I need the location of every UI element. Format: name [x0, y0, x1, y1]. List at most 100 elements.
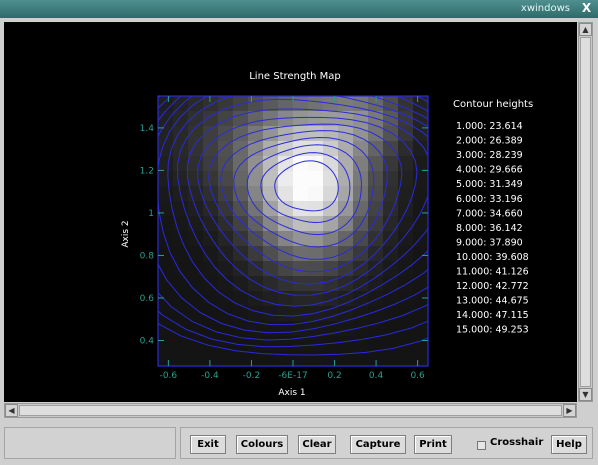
contour-legend-entry: 8.000: 36.142: [456, 223, 523, 234]
horizontal-scrollbar[interactable]: ◀ ▶: [4, 403, 577, 418]
heatmap-cell: [263, 156, 279, 172]
heatmap-cell: [248, 261, 264, 277]
heatmap-cell: [158, 156, 174, 172]
y-tick-label: 1: [148, 209, 154, 219]
heatmap-cell: [173, 336, 189, 352]
heatmap-cell: [158, 351, 174, 367]
heatmap-cell: [308, 306, 324, 322]
heatmap-cell: [413, 126, 429, 142]
capture-button[interactable]: Capture: [350, 435, 406, 454]
scroll-left-icon[interactable]: ◀: [5, 404, 18, 417]
heatmap-cell: [398, 156, 414, 172]
heatmap-cell: [368, 171, 384, 187]
contour-line: [186, 108, 428, 296]
clear-button[interactable]: Clear: [298, 435, 336, 454]
contour-line: [208, 123, 403, 273]
line-strength-map-chart: -0.6 -0.4 -0.2 -6E-17 0.2 0.4 0.6 0.40.60.811.…: [121, 71, 533, 398]
crosshair-checkbox[interactable]: [477, 441, 486, 450]
heatmap-cell: [413, 321, 429, 337]
contour-legend-entry: 14.000: 47.115: [456, 310, 529, 321]
heatmap-cell: [338, 201, 354, 217]
heatmap-cell: [278, 246, 294, 262]
status-panel: [4, 427, 176, 459]
heatmap-cell: [413, 246, 429, 262]
heatmap-cell: [218, 231, 234, 247]
heatmap-cell: [278, 291, 294, 307]
heatmap-cell: [233, 111, 249, 127]
heatmap-cell: [413, 216, 429, 232]
heatmap-cell: [338, 351, 354, 367]
heatmap-cell: [203, 126, 219, 142]
heatmap-cell: [203, 201, 219, 217]
heatmap-cell: [368, 291, 384, 307]
heatmap-cell: [248, 186, 264, 202]
heatmap-cell: [413, 141, 429, 157]
contour-legend-entry: 7.000: 34.660: [456, 208, 523, 219]
heatmap-cell: [158, 261, 174, 277]
heatmap-cell: [323, 246, 339, 262]
heatmap-cell: [218, 201, 234, 217]
heatmap-cell: [233, 231, 249, 247]
contour-legend-entry: 15.000: 49.253: [456, 325, 529, 336]
heatmap-cell: [218, 276, 234, 292]
heatmap-cell: [278, 321, 294, 337]
button-panel: Exit Colours Clear Capture Print Crossha…: [180, 427, 593, 459]
print-button[interactable]: Print: [414, 435, 452, 454]
heatmap-cell: [203, 141, 219, 157]
heatmap-cell: [383, 261, 399, 277]
heatmap-cell: [413, 156, 429, 172]
heatmap-cell: [293, 351, 309, 367]
heatmap-cell: [233, 261, 249, 277]
contour-legend-entry: 3.000: 28.239: [456, 150, 523, 161]
heatmap-cell: [263, 231, 279, 247]
heatmap-cell: [233, 306, 249, 322]
heatmap-cell: [233, 291, 249, 307]
heatmap-cell: [218, 141, 234, 157]
scroll-right-icon[interactable]: ▶: [563, 404, 576, 417]
heatmap-cell: [338, 306, 354, 322]
heatmap-cell: [398, 321, 414, 337]
heatmap-cell: [248, 126, 264, 142]
heatmap-cell: [218, 246, 234, 262]
contour-line: [158, 96, 428, 334]
x-tick-label: 0.6: [410, 371, 425, 381]
heatmap-cell: [158, 96, 174, 112]
heatmap-cell: [278, 351, 294, 367]
heatmap-cell: [353, 156, 369, 172]
heatmap-cell: [368, 201, 384, 217]
heatmap-cell: [233, 171, 249, 187]
heatmap-cell: [173, 291, 189, 307]
heatmap-cell: [278, 276, 294, 292]
vertical-scroll-thumb[interactable]: [580, 37, 591, 387]
heatmap-cell: [203, 156, 219, 172]
heatmap-cell: [338, 96, 354, 112]
heatmap-cell: [308, 216, 324, 232]
heatmap-cell: [293, 126, 309, 142]
heatmap-cell: [293, 306, 309, 322]
heatmap-cell: [248, 231, 264, 247]
heatmap-cell: [233, 201, 249, 217]
heatmap-cell: [173, 276, 189, 292]
heatmap-cell: [398, 126, 414, 142]
scroll-down-icon[interactable]: ▼: [579, 388, 592, 401]
heatmap-cell: [383, 351, 399, 367]
heatmap-cell: [338, 186, 354, 202]
heatmap-cell: [398, 201, 414, 217]
exit-button[interactable]: Exit: [190, 435, 226, 454]
heatmap-cell: [248, 141, 264, 157]
heatmap-cell: [308, 96, 324, 112]
horizontal-scroll-thumb[interactable]: [19, 405, 562, 416]
heatmap-cell: [413, 276, 429, 292]
heatmap-cell: [188, 336, 204, 352]
help-button[interactable]: Help: [551, 435, 587, 454]
heatmap-cell: [338, 291, 354, 307]
plot-canvas[interactable]: -0.6 -0.4 -0.2 -6E-17 0.2 0.4 0.6 0.4 0.6 0.8 1 1.…: [4, 22, 577, 402]
vertical-scrollbar[interactable]: ▲ ▼: [578, 22, 593, 402]
heatmap-cell: [398, 231, 414, 247]
colours-button[interactable]: Colours: [236, 435, 288, 454]
close-icon[interactable]: X: [581, 1, 592, 15]
heatmap-cell: [158, 186, 174, 202]
scroll-up-icon[interactable]: ▲: [579, 23, 592, 36]
contour-legend-entry: 4.000: 29.666: [456, 165, 523, 176]
heatmap-cell: [368, 276, 384, 292]
